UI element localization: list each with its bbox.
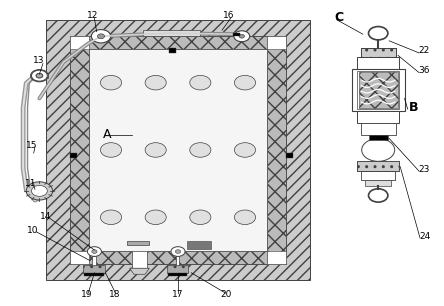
- Text: 19: 19: [81, 290, 93, 299]
- Circle shape: [32, 185, 48, 196]
- Circle shape: [87, 247, 101, 256]
- Bar: [357, 58, 399, 69]
- Bar: [352, 69, 404, 111]
- Bar: [132, 250, 147, 268]
- Text: 20: 20: [221, 290, 232, 299]
- Circle shape: [171, 247, 185, 256]
- Bar: [361, 123, 396, 135]
- Circle shape: [175, 250, 181, 253]
- Text: 13: 13: [33, 56, 44, 65]
- Circle shape: [145, 75, 166, 90]
- Circle shape: [145, 143, 166, 157]
- Bar: [176, 256, 179, 270]
- Bar: [365, 180, 392, 186]
- Bar: [143, 30, 200, 36]
- Bar: [187, 241, 211, 248]
- Text: 11: 11: [25, 179, 36, 188]
- Circle shape: [100, 143, 122, 157]
- Circle shape: [145, 210, 166, 225]
- Bar: [168, 273, 187, 276]
- Text: 10: 10: [27, 226, 39, 235]
- Circle shape: [100, 210, 122, 225]
- Bar: [70, 251, 286, 264]
- Text: 14: 14: [40, 212, 52, 221]
- Bar: [93, 34, 99, 39]
- Bar: [83, 265, 104, 273]
- Text: A: A: [103, 128, 112, 141]
- Text: 12: 12: [87, 11, 98, 21]
- Bar: [286, 153, 293, 158]
- Text: 36: 36: [419, 66, 430, 75]
- Circle shape: [91, 30, 111, 43]
- Bar: [361, 48, 396, 58]
- Circle shape: [26, 182, 52, 200]
- Bar: [84, 273, 103, 276]
- Bar: [167, 265, 188, 273]
- Text: 23: 23: [419, 165, 430, 174]
- Text: 16: 16: [223, 11, 234, 21]
- Bar: [357, 111, 399, 123]
- Bar: [359, 72, 397, 108]
- Bar: [37, 73, 48, 78]
- Bar: [70, 153, 77, 158]
- Circle shape: [190, 210, 211, 225]
- Circle shape: [32, 70, 48, 81]
- Bar: [169, 48, 176, 53]
- Text: 17: 17: [172, 290, 184, 299]
- Bar: [70, 36, 286, 49]
- Bar: [70, 251, 89, 264]
- Bar: [267, 251, 286, 264]
- Text: 18: 18: [108, 290, 120, 299]
- Text: 24: 24: [420, 232, 431, 241]
- Bar: [89, 49, 267, 251]
- Text: B: B: [408, 101, 418, 114]
- Bar: [92, 256, 96, 270]
- Ellipse shape: [362, 139, 395, 161]
- Circle shape: [190, 75, 211, 90]
- Bar: [267, 36, 286, 49]
- Circle shape: [98, 34, 104, 39]
- Bar: [357, 162, 399, 171]
- Bar: [357, 71, 399, 109]
- Bar: [127, 241, 149, 245]
- Circle shape: [36, 73, 43, 78]
- Circle shape: [234, 75, 256, 90]
- Circle shape: [31, 69, 48, 82]
- Circle shape: [100, 75, 122, 90]
- Bar: [357, 162, 399, 171]
- Bar: [46, 20, 310, 280]
- Text: 15: 15: [26, 141, 38, 150]
- Circle shape: [234, 143, 256, 157]
- Bar: [361, 171, 395, 180]
- Bar: [361, 48, 396, 58]
- Bar: [233, 33, 240, 36]
- Circle shape: [239, 35, 245, 38]
- Circle shape: [36, 73, 43, 78]
- Bar: [267, 36, 286, 264]
- Bar: [70, 36, 89, 264]
- Text: C: C: [334, 11, 343, 24]
- Text: 22: 22: [419, 46, 430, 55]
- Bar: [369, 135, 388, 140]
- Circle shape: [190, 143, 211, 157]
- Bar: [70, 36, 286, 264]
- Bar: [70, 36, 89, 49]
- Circle shape: [234, 210, 256, 225]
- Circle shape: [92, 250, 97, 253]
- Polygon shape: [130, 268, 149, 274]
- Circle shape: [234, 31, 250, 42]
